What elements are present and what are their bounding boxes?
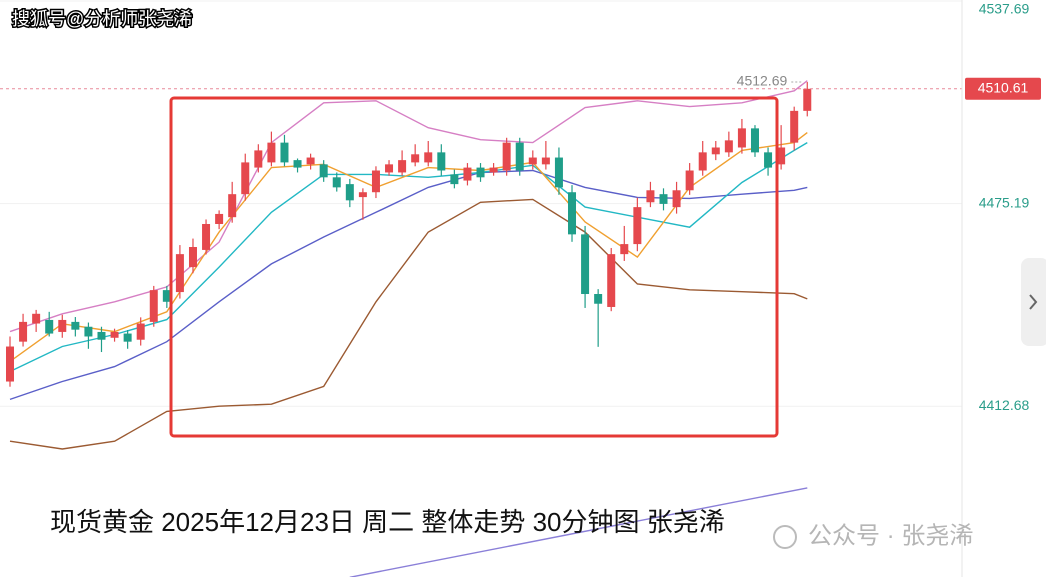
candle-body: [58, 319, 67, 332]
indicator-lines: [9, 80, 808, 577]
candle-body: [241, 162, 250, 195]
candle-body: [554, 157, 563, 188]
candle-body: [345, 184, 354, 201]
candle-body: [385, 164, 394, 173]
candle-body: [162, 290, 171, 302]
highlight-box: [169, 96, 779, 438]
candles: 4512.69: [0, 73, 962, 387]
side-toggle-bg[interactable]: [1021, 258, 1046, 346]
candle-body: [188, 247, 197, 268]
side-toggle[interactable]: [1021, 258, 1046, 346]
chart-title: 现货黄金 2025年12月23日 周二 整体走势 30分钟图 张尧浠: [50, 507, 725, 537]
candle-body: [332, 177, 341, 188]
candle-body: [450, 174, 459, 185]
candle-body: [541, 157, 550, 165]
high-label: 4512.69: [737, 73, 788, 89]
candle-body: [764, 152, 773, 168]
candle-body: [110, 331, 119, 338]
indicator-line: [349, 487, 808, 577]
candle-body: [254, 150, 263, 168]
candle-body: [737, 128, 746, 148]
candle-body: [424, 152, 433, 163]
candle-body: [6, 346, 14, 382]
y-tick-label: 4412.68: [979, 397, 1030, 413]
candle-body: [175, 254, 184, 293]
y-axis: 4537.69 4475.19 4412.68 4510.61: [965, 1, 1041, 413]
candle-body: [803, 88, 812, 111]
candle-body: [202, 223, 211, 250]
candle-body: [633, 207, 642, 245]
candle-body: [594, 294, 603, 304]
candle-body: [659, 194, 668, 204]
indicator-line: [9, 141, 808, 373]
candle-body: [280, 142, 289, 163]
candle-body: [750, 128, 759, 153]
candle-body: [97, 331, 106, 340]
candle-body: [411, 154, 420, 163]
candle-body: [698, 152, 707, 171]
candle-body: [371, 170, 380, 193]
candle-body: [489, 167, 498, 173]
candle-body: [581, 234, 590, 295]
indicator-line: [9, 169, 808, 401]
y-tick-label: 4537.69: [979, 1, 1030, 17]
wechat-icon: [773, 525, 797, 549]
candle-body: [136, 323, 145, 340]
candle-body: [724, 140, 733, 153]
candle-body: [45, 319, 54, 334]
candle-body: [672, 190, 681, 208]
candle-body: [463, 167, 472, 181]
candle-body: [476, 167, 485, 178]
candle-body: [358, 192, 367, 198]
candle-body: [528, 157, 537, 165]
candle-body: [215, 213, 224, 224]
candle-body: [293, 160, 302, 168]
chevron[interactable]: [1029, 294, 1038, 310]
grid: [0, 0, 962, 407]
candle-body: [319, 164, 328, 178]
indicator-line: [9, 132, 808, 362]
footer-watermark: 公众号 · 张尧浠: [808, 522, 973, 549]
candle-body: [568, 192, 577, 235]
candle-body: [19, 321, 28, 342]
candle-body: [502, 142, 511, 171]
candle-body: [711, 147, 720, 155]
candle-body: [398, 160, 407, 173]
watermark: 搜狐号@分析师张尧浠: [12, 9, 192, 29]
candle-body: [71, 321, 80, 330]
candle-body: [32, 313, 41, 324]
candle-body: [646, 190, 655, 203]
candle-body: [790, 110, 799, 143]
candle-body: [515, 142, 524, 171]
last-price-label: 4510.61: [978, 79, 1029, 95]
candle-body: [620, 244, 629, 255]
indicator-line: [9, 198, 808, 450]
candle-body: [437, 152, 446, 171]
candle-body: [149, 290, 158, 322]
candle-body: [267, 142, 276, 163]
candle-body: [777, 147, 786, 165]
candle-body: [306, 157, 315, 165]
candle-body: [123, 333, 132, 342]
y-tick-label: 4475.19: [979, 194, 1030, 210]
indicator-line: [9, 80, 808, 333]
candle-body: [685, 170, 694, 191]
candle-body: [228, 194, 237, 218]
candle-body: [607, 254, 616, 307]
last-price-box: [965, 77, 1041, 100]
candle-body: [84, 326, 93, 337]
